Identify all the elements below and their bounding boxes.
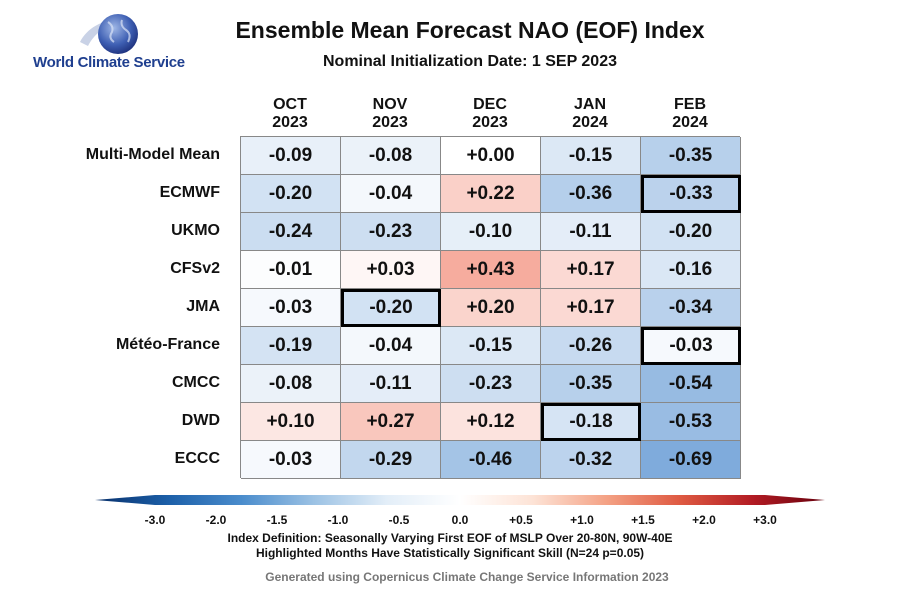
colorbar-tick-label: +0.5 bbox=[509, 513, 533, 527]
world-climate-service-logo: World Climate Service bbox=[20, 10, 200, 75]
row-label: ECMWF bbox=[159, 184, 220, 201]
column-year: 2023 bbox=[372, 114, 408, 131]
column-header: FEB 2024 bbox=[640, 96, 740, 132]
row-label: Météo-France bbox=[115, 336, 220, 353]
colorbar-tick-label: +3.0 bbox=[753, 513, 777, 527]
heatmap-cell: -0.03 bbox=[241, 441, 341, 479]
chart-subtitle: Nominal Initialization Date: 1 SEP 2023 bbox=[322, 53, 617, 70]
heatmap-cell: -0.04 bbox=[341, 327, 441, 365]
colorbar bbox=[95, 495, 825, 505]
column-year: 2023 bbox=[272, 114, 308, 131]
colorbar-tick-label: -2.0 bbox=[205, 513, 227, 527]
heatmap-cell: -0.26 bbox=[541, 327, 641, 365]
colorbar-tick-label: 0.0 bbox=[451, 513, 469, 527]
heatmap-cell: +0.17 bbox=[541, 289, 641, 327]
credit-line: Generated using Copernicus Climate Chang… bbox=[265, 570, 669, 584]
heatmap-cell: -0.46 bbox=[441, 441, 541, 479]
heatmap-cell: -0.20 bbox=[641, 213, 741, 251]
heatmap-cell: -0.11 bbox=[541, 213, 641, 251]
heatmap-cell: -0.09 bbox=[241, 137, 341, 175]
heatmap-cell: +0.12 bbox=[441, 403, 541, 441]
heatmap-cell: +0.03 bbox=[341, 251, 441, 289]
row-label: JMA bbox=[186, 298, 220, 315]
colorbar-ramp bbox=[95, 495, 825, 505]
heatmap-cell: -0.23 bbox=[441, 365, 541, 403]
row-label: ECCC bbox=[174, 450, 220, 467]
colorbar-tick-label: -3.0 bbox=[144, 513, 166, 527]
row-label: CFSv2 bbox=[170, 260, 220, 277]
heatmap-grid: -0.09 -0.08 +0.00 -0.15 -0.35 -0.20 -0.04 +0.22… bbox=[240, 136, 741, 479]
heatmap-cell: -0.35 bbox=[641, 137, 741, 175]
colorbar-tick-label: +1.0 bbox=[570, 513, 594, 527]
heatmap-cell: -0.20 bbox=[241, 175, 341, 213]
heatmap-cell: -0.24 bbox=[241, 213, 341, 251]
index-definition-note: Index Definition: Seasonally Varying Fir… bbox=[227, 531, 673, 545]
column-header: JAN 2024 bbox=[540, 96, 640, 132]
heatmap-cell: -0.35 bbox=[541, 365, 641, 403]
heatmap-cell: -0.34 bbox=[641, 289, 741, 327]
heatmap-cell: -0.23 bbox=[341, 213, 441, 251]
heatmap-cell: -0.32 bbox=[541, 441, 641, 479]
row-label: CMCC bbox=[172, 374, 220, 391]
row-label: DWD bbox=[181, 412, 220, 429]
heatmap-cell: -0.03 bbox=[241, 289, 341, 327]
column-year: 2023 bbox=[472, 114, 508, 131]
colorbar-tick-label: -0.5 bbox=[388, 513, 410, 527]
column-year: 2024 bbox=[672, 114, 708, 131]
column-month: JAN bbox=[573, 96, 606, 113]
significance-note: Highlighted Months Have Statistically Si… bbox=[255, 546, 645, 560]
heatmap-cell: +0.00 bbox=[441, 137, 541, 175]
heatmap-cell: -0.19 bbox=[241, 327, 341, 365]
heatmap-cell-significant: -0.33 bbox=[641, 175, 741, 213]
colorbar-tick-label: +1.5 bbox=[631, 513, 655, 527]
heatmap-cell: -0.69 bbox=[641, 441, 741, 479]
heatmap-cell: +0.27 bbox=[341, 403, 441, 441]
heatmap-cell: -0.36 bbox=[541, 175, 641, 213]
column-month: NOV bbox=[372, 96, 408, 113]
column-month: OCT bbox=[273, 96, 307, 113]
heatmap-cell: -0.16 bbox=[641, 251, 741, 289]
colorbar-tick-label: -1.5 bbox=[266, 513, 288, 527]
heatmap-cell-significant: -0.03 bbox=[641, 327, 741, 365]
column-year: 2024 bbox=[572, 114, 608, 131]
heatmap-cell: +0.20 bbox=[441, 289, 541, 327]
chart-title: Ensemble Mean Forecast NAO (EOF) Index bbox=[235, 17, 705, 43]
heatmap-cell: -0.15 bbox=[541, 137, 641, 175]
heatmap-cell: +0.17 bbox=[541, 251, 641, 289]
heatmap-cell: -0.29 bbox=[341, 441, 441, 479]
row-label: Multi-Model Mean bbox=[85, 146, 220, 163]
heatmap-cell: -0.08 bbox=[341, 137, 441, 175]
column-header: OCT 2023 bbox=[240, 96, 340, 132]
heatmap-cell: -0.11 bbox=[341, 365, 441, 403]
heatmap-cell: +0.22 bbox=[441, 175, 541, 213]
heatmap-cell: -0.53 bbox=[641, 403, 741, 441]
heatmap-cell-significant: -0.18 bbox=[541, 403, 641, 441]
heatmap-cell: -0.08 bbox=[241, 365, 341, 403]
column-header: NOV 2023 bbox=[340, 96, 440, 132]
column-month: DEC bbox=[473, 96, 507, 113]
globe-icon bbox=[80, 14, 138, 54]
logo-text: World Climate Service bbox=[33, 54, 185, 71]
heatmap-cell-significant: -0.20 bbox=[341, 289, 441, 327]
colorbar-tick-label: -1.0 bbox=[327, 513, 349, 527]
heatmap-cell: +0.43 bbox=[441, 251, 541, 289]
heatmap-cell: -0.54 bbox=[641, 365, 741, 403]
heatmap-cell: -0.01 bbox=[241, 251, 341, 289]
heatmap-cell: -0.10 bbox=[441, 213, 541, 251]
heatmap-cell: -0.04 bbox=[341, 175, 441, 213]
colorbar-tick-label: +2.0 bbox=[692, 513, 716, 527]
column-header: DEC 2023 bbox=[440, 96, 540, 132]
heatmap-cell: -0.15 bbox=[441, 327, 541, 365]
heatmap-cell: +0.10 bbox=[241, 403, 341, 441]
row-label: UKMO bbox=[171, 222, 220, 239]
column-month: FEB bbox=[674, 96, 706, 113]
